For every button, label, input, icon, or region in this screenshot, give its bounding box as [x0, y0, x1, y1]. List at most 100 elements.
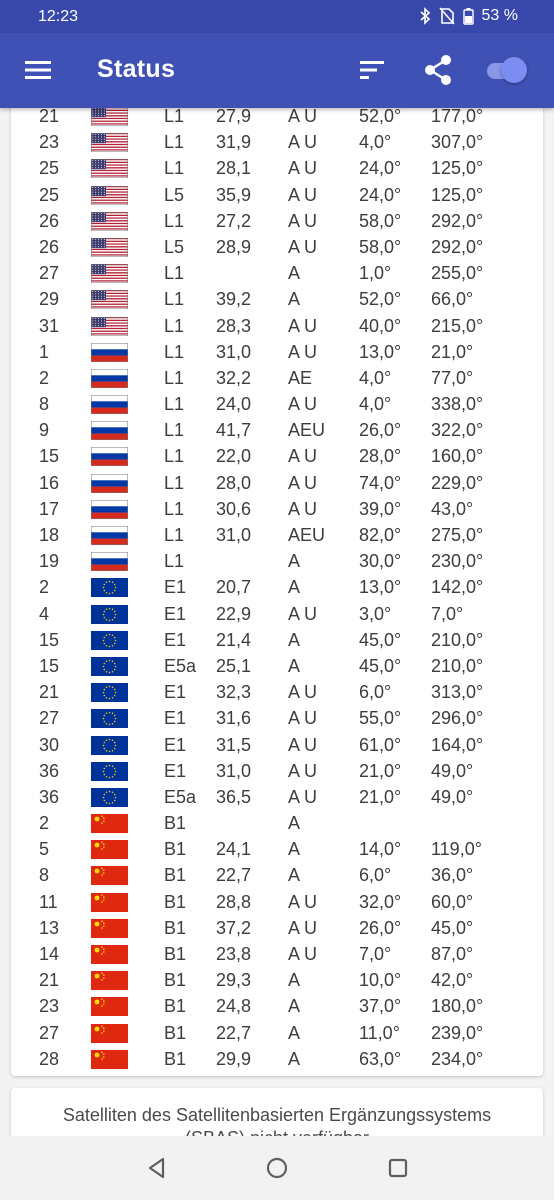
- elevation-cell: 6,0°: [359, 865, 392, 886]
- cn0-cell: 32,3: [216, 682, 252, 703]
- satellite-row: 21 L1 27,9 A U 52,0° 177,0°: [11, 103, 543, 129]
- elevation-cell: 39,0°: [359, 498, 402, 519]
- toggle-thumb: [501, 57, 527, 83]
- azimuth-cell: 234,0°: [431, 1048, 484, 1069]
- cn0-cell: 22,7: [216, 1022, 252, 1043]
- satellite-row: 27 B1 22,7 A 11,0° 239,0°: [11, 1020, 543, 1046]
- russia-flag-icon: [91, 395, 128, 415]
- azimuth-cell: 180,0°: [431, 996, 484, 1017]
- elevation-cell: 7,0°: [359, 944, 392, 964]
- us-flag-icon: [91, 264, 128, 284]
- recents-icon[interactable]: [386, 1156, 410, 1180]
- prn-cell: 13: [39, 917, 60, 938]
- satellite-row: 15 E1 21,4 A 45,0° 210,0°: [11, 627, 543, 653]
- prn-cell: 17: [39, 498, 60, 519]
- russia-flag-icon: [91, 368, 128, 388]
- elevation-cell: 10,0°: [359, 970, 402, 991]
- flags-cell: A U: [288, 210, 318, 231]
- flags-cell: A U: [288, 341, 318, 362]
- us-flag-icon: [91, 290, 128, 310]
- flags-cell: A U: [288, 315, 318, 336]
- cn0-cell: 21,4: [216, 629, 252, 650]
- flags-cell: A U: [288, 472, 318, 493]
- back-icon[interactable]: [145, 1156, 169, 1180]
- live-toggle-switch[interactable]: [483, 57, 529, 83]
- cn0-cell: 22,0: [216, 446, 252, 467]
- flags-cell: A U: [288, 682, 318, 703]
- cn0-cell: 28,0: [216, 472, 252, 493]
- cn0-cell: 31,0: [216, 760, 252, 781]
- carrier-cell: B1: [164, 917, 187, 938]
- carrier-cell: B1: [164, 996, 187, 1017]
- azimuth-cell: 210,0°: [431, 629, 484, 650]
- satellite-row: 25 L1 28,1 A U 24,0° 125,0°: [11, 155, 543, 181]
- prn-cell: 14: [39, 944, 60, 964]
- satellite-row: 17 L1 30,6 A U 39,0° 43,0°: [11, 496, 543, 522]
- cn0-cell: 28,3: [216, 315, 252, 336]
- flags-cell: A U: [288, 786, 318, 807]
- flags-cell: AE: [288, 367, 313, 388]
- satellite-row: 8 L1 24,0 A U 4,0° 338,0°: [11, 391, 543, 417]
- flags-cell: A U: [288, 498, 318, 519]
- carrier-cell: E1: [164, 682, 187, 703]
- azimuth-cell: 307,0°: [431, 132, 484, 153]
- china-flag-icon: [91, 1049, 128, 1069]
- azimuth-cell: 177,0°: [431, 106, 484, 126]
- elevation-cell: 52,0°: [359, 289, 402, 310]
- satellite-row: 19 L1 A 30,0° 230,0°: [11, 548, 543, 574]
- elevation-cell: 45,0°: [359, 629, 402, 650]
- us-flag-icon: [91, 211, 128, 231]
- us-flag-icon: [91, 133, 128, 153]
- cn0-cell: 23,8: [216, 944, 252, 964]
- cn0-cell: 24,8: [216, 996, 252, 1017]
- azimuth-cell: 338,0°: [431, 394, 484, 415]
- cn0-cell: 35,9: [216, 184, 252, 205]
- hamburger-menu-icon[interactable]: [24, 58, 52, 82]
- satellite-row: 2 L1 32,2 AE 4,0° 77,0°: [11, 365, 543, 391]
- elevation-cell: 30,0°: [359, 551, 402, 572]
- carrier-cell: E1: [164, 708, 187, 729]
- cn0-cell: 27,2: [216, 210, 252, 231]
- flags-cell: A: [288, 577, 301, 598]
- azimuth-cell: 125,0°: [431, 158, 484, 179]
- eu-flag-icon: [91, 604, 128, 624]
- satellite-row: 15 E5a 25,1 A 45,0° 210,0°: [11, 653, 543, 679]
- us-flag-icon: [91, 107, 128, 126]
- azimuth-cell: 7,0°: [431, 603, 464, 624]
- satellite-row: 4 E1 22,9 A U 3,0° 7,0°: [11, 601, 543, 627]
- satellite-row: 8 B1 22,7 A 6,0° 36,0°: [11, 862, 543, 888]
- prn-cell: 16: [39, 472, 60, 493]
- eu-flag-icon: [91, 735, 128, 755]
- prn-cell: 2: [39, 813, 50, 834]
- prn-cell: 18: [39, 525, 60, 545]
- clock: 12:23: [38, 8, 79, 25]
- elevation-cell: 21,0°: [359, 786, 402, 807]
- flags-cell: A: [288, 263, 301, 284]
- prn-cell: 27: [39, 708, 60, 729]
- azimuth-cell: 49,0°: [431, 760, 474, 781]
- prn-cell: 36: [39, 786, 60, 807]
- satellite-row: 26 L1 27,2 A U 58,0° 292,0°: [11, 208, 543, 234]
- battery-level: 53 %: [481, 7, 518, 24]
- flags-cell: A U: [288, 734, 318, 755]
- prn-cell: 15: [39, 629, 60, 650]
- flags-cell: A U: [288, 132, 318, 153]
- sort-icon[interactable]: [358, 58, 386, 82]
- prn-cell: 11: [39, 891, 58, 912]
- satellite-row: 36 E5a 36,5 A U 21,0° 49,0°: [11, 784, 543, 810]
- cn0-cell: 28,9: [216, 236, 252, 257]
- prn-cell: 26: [39, 210, 60, 231]
- azimuth-cell: 292,0°: [431, 236, 484, 257]
- prn-cell: 29: [39, 289, 60, 310]
- prn-cell: 5: [39, 839, 50, 860]
- azimuth-cell: 313,0°: [431, 682, 484, 703]
- cn0-cell: 29,9: [216, 1048, 252, 1069]
- share-icon[interactable]: [422, 53, 454, 87]
- azimuth-cell: 255,0°: [431, 263, 484, 284]
- app-toolbar: Status: [0, 33, 554, 108]
- azimuth-cell: 60,0°: [431, 891, 474, 912]
- prn-cell: 21: [39, 970, 60, 991]
- home-icon[interactable]: [265, 1156, 289, 1180]
- carrier-cell: B1: [164, 865, 187, 886]
- prn-cell: 19: [39, 551, 60, 572]
